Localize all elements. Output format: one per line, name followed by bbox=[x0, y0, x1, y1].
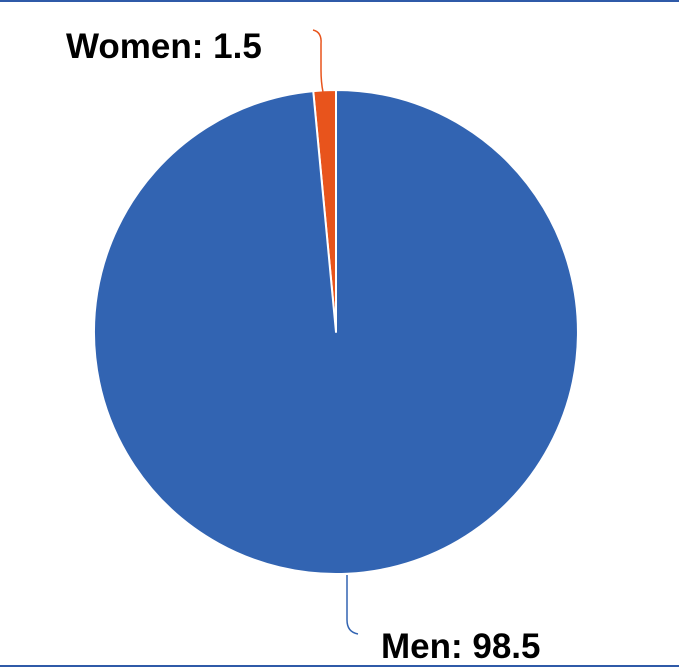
pie-slice-men bbox=[92, 89, 579, 575]
leader-line-women bbox=[312, 29, 324, 93]
leader-lines bbox=[312, 29, 359, 635]
leader-line-men bbox=[346, 575, 359, 635]
data-label-women: Women: 1.5 bbox=[66, 27, 262, 66]
data-label-men: Men: 98.5 bbox=[381, 627, 541, 666]
pie-slices bbox=[92, 88, 579, 575]
data-labels: Women: 1.5 Men: 98.5 bbox=[66, 27, 541, 666]
